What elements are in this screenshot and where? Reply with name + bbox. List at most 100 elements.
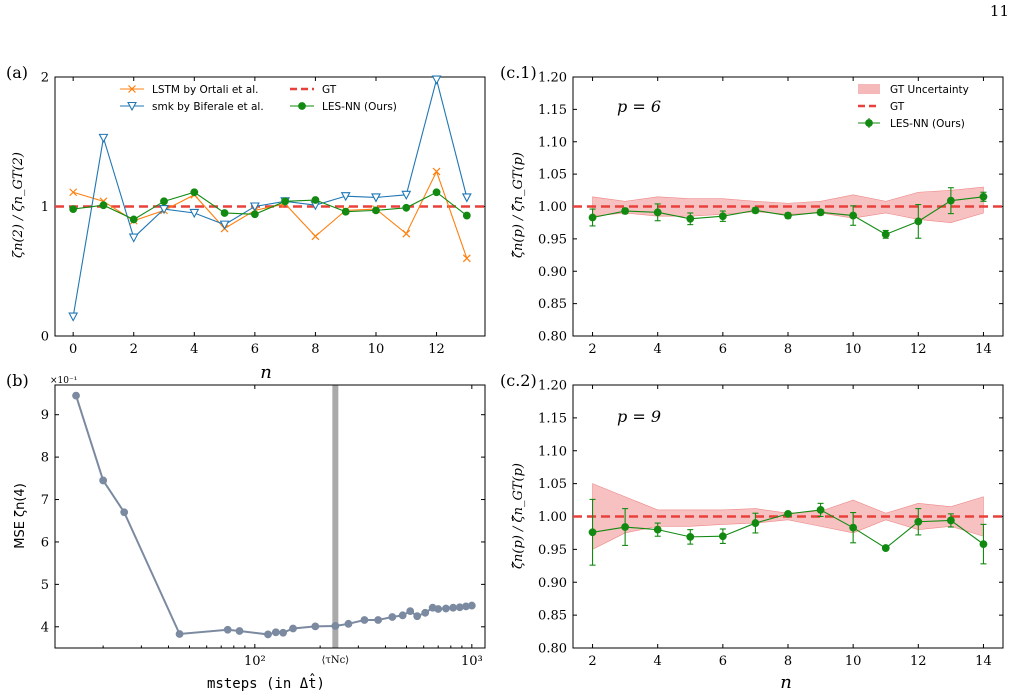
panel-c2-ytick-label: 1.20 (538, 379, 567, 394)
panel-c2-ytick-label: 0.80 (538, 642, 567, 657)
panel-b-gray-series-point (175, 630, 184, 638)
panel-c2-series-point (588, 528, 597, 537)
panel-c1-xtick-label: 4 (654, 342, 662, 357)
panel-b-gray-series-point (279, 628, 288, 637)
panel-c2-xtick-label: 6 (719, 654, 727, 669)
panel-c1-legend-label: LES-NN (Ours) (890, 118, 965, 130)
panel-a-series-1-point (128, 233, 139, 243)
panel-a-series-1-point (401, 190, 412, 201)
panel-c1-ytick-label: 0.95 (538, 232, 567, 247)
panel-a-series-1-point (159, 205, 169, 215)
panel-b-frame (54, 384, 486, 649)
panel-a-series-2-point (69, 205, 78, 213)
panel-c2-xtick-label: 2 (588, 654, 596, 669)
panel-a-ytick-label: 1 (41, 200, 49, 215)
panel-c2-xtick-label: 4 (654, 654, 662, 669)
panel-b-gray-series-point (331, 622, 340, 630)
panel-a-series-1-point (371, 193, 381, 203)
panel-c2-xtick-label: 10 (845, 654, 862, 669)
panel-a-series-1-point (98, 133, 109, 144)
panel-a-series-1-point (68, 312, 79, 322)
panel-b-gray-series-point (311, 622, 320, 631)
panel-a-xtick-label: 8 (311, 342, 319, 357)
panel-a-series-2-line (73, 191, 468, 221)
panel-a-series-2-point (462, 211, 471, 220)
panel-c1-series-point (686, 214, 695, 223)
panel-a-legend-label: smk by Biferale et al. (152, 101, 264, 113)
panel-a-xlabel: n (260, 362, 272, 383)
panel-c1-xtick-label: 10 (845, 342, 862, 357)
panel-a-series-1-point (340, 192, 351, 202)
panel-a-series-2-point (129, 215, 138, 224)
panel-b-ytick-label: 4 (41, 620, 49, 635)
panel-b-gray-series-point (271, 628, 280, 637)
panel-a-series-2-point (341, 207, 350, 216)
panel-b-ytick-label: 5 (41, 578, 49, 593)
panel-a-series-0-point (402, 229, 411, 238)
panel-b-gray-series-point (413, 612, 422, 621)
panel-c2-series-point (653, 525, 662, 534)
panel-a-xtick-label: 0 (69, 342, 77, 357)
panel-a-xtick-label: 12 (428, 342, 445, 357)
panel-b-xtick-label: 10³ (461, 654, 483, 669)
panel-a-xtick-label: 10 (368, 342, 385, 357)
panel-a-legend-marker (128, 85, 136, 93)
panel-c1-series-point (946, 196, 955, 205)
panel-b-gray-series-point (235, 627, 244, 635)
panel-c2-xtick-label: 8 (784, 654, 792, 669)
panel-a-xtick-label: 6 (251, 342, 259, 357)
panel-b-vline (332, 385, 339, 648)
panel-a-legend-marker (298, 102, 306, 110)
panel-c2-series-point (784, 509, 792, 518)
panel-c1-legend-swatch (858, 84, 880, 94)
panel-a-legend-label: LES-NN (Ours) (322, 101, 397, 113)
panel-a-series-1-point (249, 202, 260, 212)
panel-b-xlabel: msteps (in Δt̂) (207, 673, 325, 692)
panel-c1-series-point (621, 207, 630, 215)
panel-c2-series-point (979, 540, 988, 549)
panel-a-legend-label: GT (322, 84, 337, 96)
panel-c1-xtick-label: 8 (784, 342, 792, 357)
panel-b-gray-series-point (406, 607, 415, 615)
panel-c2-ytick-label: 0.95 (538, 543, 567, 558)
panel-c1-label: (c.1) (500, 63, 537, 82)
panel-c1-annotation: p = 6 (617, 97, 661, 116)
panel-b-label: (b) (6, 371, 29, 390)
panel-a-series-2-point (160, 197, 168, 206)
panel-c1: (c.1) p = 6 ζ̂n(p) / ζ̂n_GT(p) 2 4 6 8 10 12 1… (500, 63, 1004, 357)
panel-a-series-2-point (99, 201, 108, 210)
panel-c2-series-point (849, 523, 858, 532)
panel-b: (b) ×10⁻¹ msteps (in Δt̂) MSE ζn(4) 10² 1… (6, 371, 486, 692)
panel-b-gray-series-point (99, 476, 108, 485)
panel-c2: (c.2) p = 9 n ζ̂n(p) / ζ̂n_GT(p) 2 4 6 8 10 1… (500, 371, 1004, 693)
panel-b-ytick-label: 6 (41, 535, 49, 550)
panel-c1-ytick-label: 1.10 (538, 135, 567, 150)
panel-c1-ytick-label: 0.85 (538, 297, 567, 312)
panel-b-gray-series-point (434, 605, 443, 613)
panel-c1-series-point (816, 208, 825, 217)
panel-c1-xtick-label: 14 (975, 342, 992, 357)
panel-b-vline-label: ⟨τNc⟩ (322, 655, 350, 666)
panel-a-ylabel: ζn(2) / ζn_GT(2) (11, 152, 26, 258)
panel-c1-legend-label: GT Uncertainty (890, 84, 969, 96)
panel-c1-ytick-label: 0.80 (538, 330, 567, 345)
panel-c2-xtick-label: 12 (910, 654, 927, 669)
panel-b-ytick-label: 9 (41, 408, 49, 423)
panel-a-series-0-point (462, 254, 471, 263)
panel-b-gray-series-point (264, 630, 272, 639)
panel-c2-series-point (881, 544, 890, 552)
panel-c2-series-point (751, 519, 760, 527)
panel-c1-ylabel: ζ̂n(p) / ζ̂n_GT(p) (511, 152, 526, 258)
panel-c2-xtick-label: 14 (975, 654, 992, 669)
panel-a: (a) n ζn(2) / ζn_GT(2) 0 2 4 6 8 10 12012LSTM … (6, 63, 486, 383)
page-number: 11 (989, 2, 1009, 20)
panel-c1-xtick-label: 6 (719, 342, 727, 357)
panel-a-series-1-point (219, 220, 230, 230)
panel-a-legend-label: LSTM by Ortali et al. (152, 84, 258, 96)
panel-a-ytick-label: 2 (41, 71, 49, 86)
panel-b-gray-series-point (72, 391, 80, 400)
panel-c2-ytick-label: 1.10 (538, 444, 567, 459)
panel-c1-series-point (653, 208, 662, 217)
panel-c2-series-point (621, 523, 630, 531)
